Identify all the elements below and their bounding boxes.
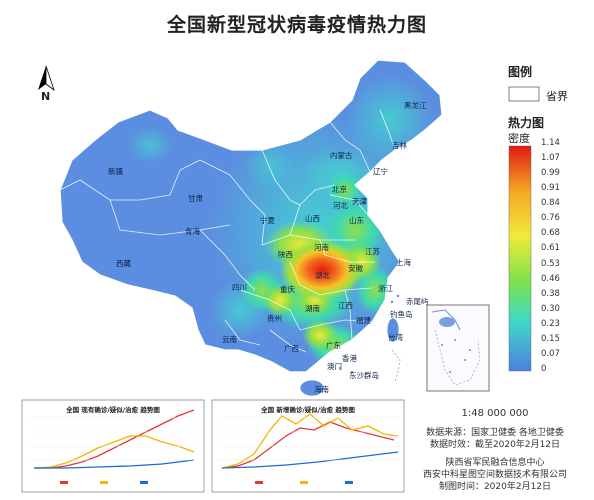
province-label: 浙江 bbox=[378, 284, 393, 293]
province-label: 内蒙古 bbox=[330, 151, 353, 160]
producer-line-3: 制图时间：2020年2月12日 bbox=[438, 482, 552, 492]
legend-tick: 0.99 bbox=[541, 168, 560, 179]
province-label: 钓鱼岛 bbox=[390, 310, 413, 319]
map-scale: 1:48 000 000 bbox=[461, 408, 529, 419]
province-label: 福建 bbox=[356, 316, 371, 325]
source-line-1: 数据来源：国家卫健委 各地卫健委 bbox=[426, 428, 564, 438]
province-label: 重庆 bbox=[280, 285, 295, 294]
legend-tick: 0.91 bbox=[541, 183, 560, 194]
province-label: 四川 bbox=[232, 283, 247, 292]
legend-heat-header: 热力图 bbox=[508, 116, 545, 130]
legend-tick: 1.14 bbox=[541, 138, 560, 148]
province-label: 宁夏 bbox=[260, 216, 275, 225]
province-label: 湖北 bbox=[315, 271, 330, 280]
province-label: 广西 bbox=[284, 344, 299, 353]
province-label: 辽宁 bbox=[373, 167, 388, 176]
province-label: 青海 bbox=[185, 227, 200, 236]
legend-tick: 0.53 bbox=[541, 258, 560, 269]
legend-tick: 0.07 bbox=[541, 348, 560, 359]
source-line-2: 数据时效：截至2020年2月12日 bbox=[429, 440, 561, 450]
province-label: 江西 bbox=[338, 301, 353, 310]
province-label: 天津 bbox=[352, 197, 367, 206]
province-label: 澳门 bbox=[327, 362, 342, 371]
province-label: 西藏 bbox=[116, 259, 131, 268]
province-label: 新疆 bbox=[108, 167, 123, 176]
province-label: 东沙群岛 bbox=[349, 371, 379, 380]
producer-line-1: 陕西省军民融合信息中心 bbox=[445, 458, 545, 468]
province-label: 黑龙江 bbox=[404, 101, 427, 110]
legend-tick: 0.30 bbox=[541, 303, 560, 314]
province-label: 云南 bbox=[222, 335, 237, 344]
legend-tick: 0.23 bbox=[541, 318, 560, 329]
legend-tick: 0.46 bbox=[541, 273, 560, 284]
legend-tick: 0.68 bbox=[541, 228, 560, 239]
province-label: 贵州 bbox=[267, 314, 282, 323]
province-label: 湖南 bbox=[305, 304, 320, 313]
legend-tick: 0 bbox=[541, 364, 547, 374]
legend-header: 图例 bbox=[508, 65, 533, 79]
north-arrow-icon bbox=[38, 65, 55, 92]
legend-tick: 0.76 bbox=[541, 213, 560, 224]
province-label: 甘肃 bbox=[188, 194, 203, 203]
province-label: 江苏 bbox=[365, 247, 380, 256]
province-label: 安徽 bbox=[348, 264, 363, 273]
province-label: 河北 bbox=[333, 201, 348, 210]
legend-density-label: 密度 bbox=[508, 132, 530, 145]
province-label: 赤尾屿 bbox=[406, 297, 429, 306]
legend-tick: 0.38 bbox=[541, 288, 560, 299]
province-label: 山西 bbox=[305, 214, 320, 223]
legend-tick: 0.15 bbox=[541, 333, 560, 344]
province-label: 广东 bbox=[326, 341, 341, 350]
left-chart-title: 全国 现有确诊/疑似/治愈 趋势图 bbox=[66, 406, 160, 414]
province-label: 台湾 bbox=[388, 333, 403, 342]
province-label: 海南 bbox=[314, 385, 329, 394]
legend-boundary-label: 省界 bbox=[546, 90, 568, 103]
right-chart-title: 全国 新增确诊/疑似/治愈 趋势图 bbox=[261, 406, 355, 414]
province-label: 上海 bbox=[396, 258, 411, 267]
map-title: 全国新型冠状病毒疫情热力图 bbox=[166, 14, 427, 36]
province-label: 香港 bbox=[342, 354, 357, 363]
province-label: 山东 bbox=[349, 216, 364, 225]
north-label: N bbox=[41, 90, 51, 103]
legend-tick: 0.84 bbox=[541, 198, 560, 209]
producer-line-2: 西安中科星图空间数据技术有限公司 bbox=[422, 470, 567, 480]
legend-tick: 0.61 bbox=[541, 243, 560, 254]
province-label: 河南 bbox=[314, 243, 329, 252]
province-label: 北京 bbox=[332, 185, 347, 194]
province-label: 吉林 bbox=[392, 141, 407, 150]
legend-tick: 1.07 bbox=[541, 153, 560, 164]
province-label: 陕西 bbox=[278, 250, 293, 259]
